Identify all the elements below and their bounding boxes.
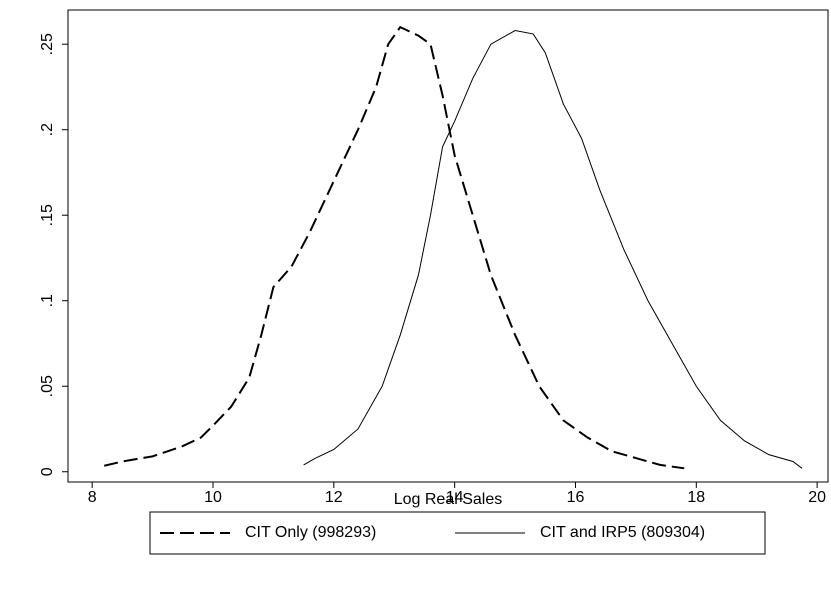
legend-box bbox=[149, 511, 766, 555]
x-tick-label: 10 bbox=[204, 489, 222, 506]
series-line bbox=[303, 29, 803, 469]
legend-label: CIT Only (998293) bbox=[245, 524, 376, 541]
y-tick-label: 0 bbox=[39, 467, 56, 476]
x-tick-label: 14 bbox=[446, 489, 464, 506]
y-tick-label: .05 bbox=[39, 375, 56, 397]
x-tick-label: 16 bbox=[567, 489, 585, 506]
x-tick-label: 8 bbox=[88, 489, 97, 506]
plot-frame bbox=[67, 9, 829, 483]
y-tick-label: .2 bbox=[39, 123, 56, 136]
series-line bbox=[104, 25, 685, 470]
x-tick-label: 18 bbox=[687, 489, 705, 506]
x-tick-label: 20 bbox=[808, 489, 826, 506]
legend-label: CIT and IRP5 (809304) bbox=[540, 524, 705, 541]
y-tick-label: .1 bbox=[39, 294, 56, 307]
y-tick-label: .15 bbox=[39, 204, 56, 226]
x-tick-label: 12 bbox=[325, 489, 343, 506]
y-tick-label: .25 bbox=[39, 33, 56, 55]
x-axis-label: Log Real Sales bbox=[394, 491, 503, 508]
